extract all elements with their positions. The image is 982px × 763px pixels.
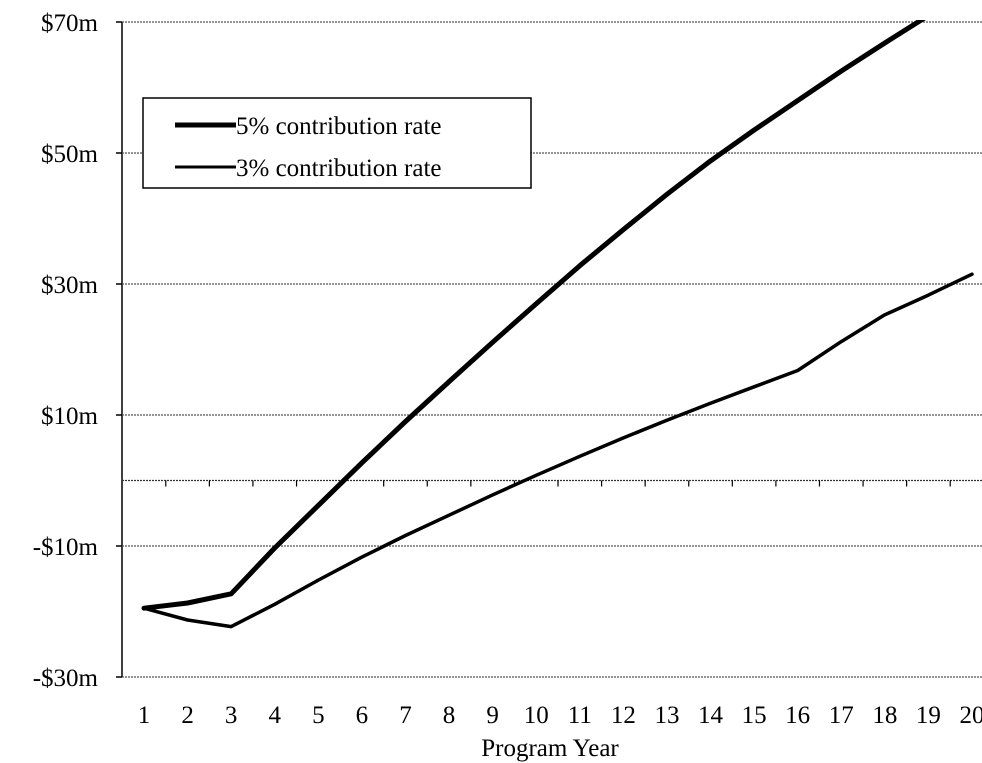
series-line-5pct [141,20,926,611]
x-tick-label: 20 [960,702,982,729]
x-axis-ticks [165,480,951,487]
y-axis-tick-labels: -$30m -$10m $10m $30m $50m $70m [33,10,99,692]
legend: 5% contribution rate 3% contribution rat… [142,97,532,189]
x-tick-label: 7 [399,702,412,729]
x-tick-label: 1 [138,702,151,729]
x-tick-label: 4 [268,702,281,729]
gridlines [116,21,982,678]
y-tick-label: $30m [41,272,99,299]
x-tick-label: 19 [916,702,941,729]
x-tick-label: 11 [568,702,592,729]
legend-box [142,97,532,189]
y-tick-label: $50m [41,141,99,168]
y-tick-label: -$10m [33,534,99,561]
x-tick-label: 8 [443,702,456,729]
x-axis-label: Program Year [481,735,619,762]
legend-label-5pct: 5% contribution rate [236,113,442,140]
series-line-3pct [142,272,974,629]
x-tick-label: 15 [742,702,767,729]
x-axis-tick-labels: 1 2 3 4 5 6 7 8 9 10 11 12 13 14 15 16 17 18 19 20 [138,702,982,729]
series-lines [141,20,974,629]
x-tick-label: 9 [486,702,499,729]
legend-label-3pct: 3% contribution rate [236,155,442,182]
x-tick-label: 14 [698,702,724,729]
y-tick-label: $70m [41,10,99,37]
x-tick-label: 16 [785,702,810,729]
y-tick-label: $10m [41,403,99,430]
x-tick-label: 18 [872,702,897,729]
x-tick-label: 2 [181,702,194,729]
x-tick-label: 12 [611,702,636,729]
x-tick-label: 5 [312,702,325,729]
x-tick-label: 17 [829,702,854,729]
x-tick-label: 13 [654,702,679,729]
x-tick-label: 3 [225,702,238,729]
x-tick-label: 10 [524,702,549,729]
x-tick-label: 6 [356,702,369,729]
y-tick-label: -$30m [33,665,99,692]
